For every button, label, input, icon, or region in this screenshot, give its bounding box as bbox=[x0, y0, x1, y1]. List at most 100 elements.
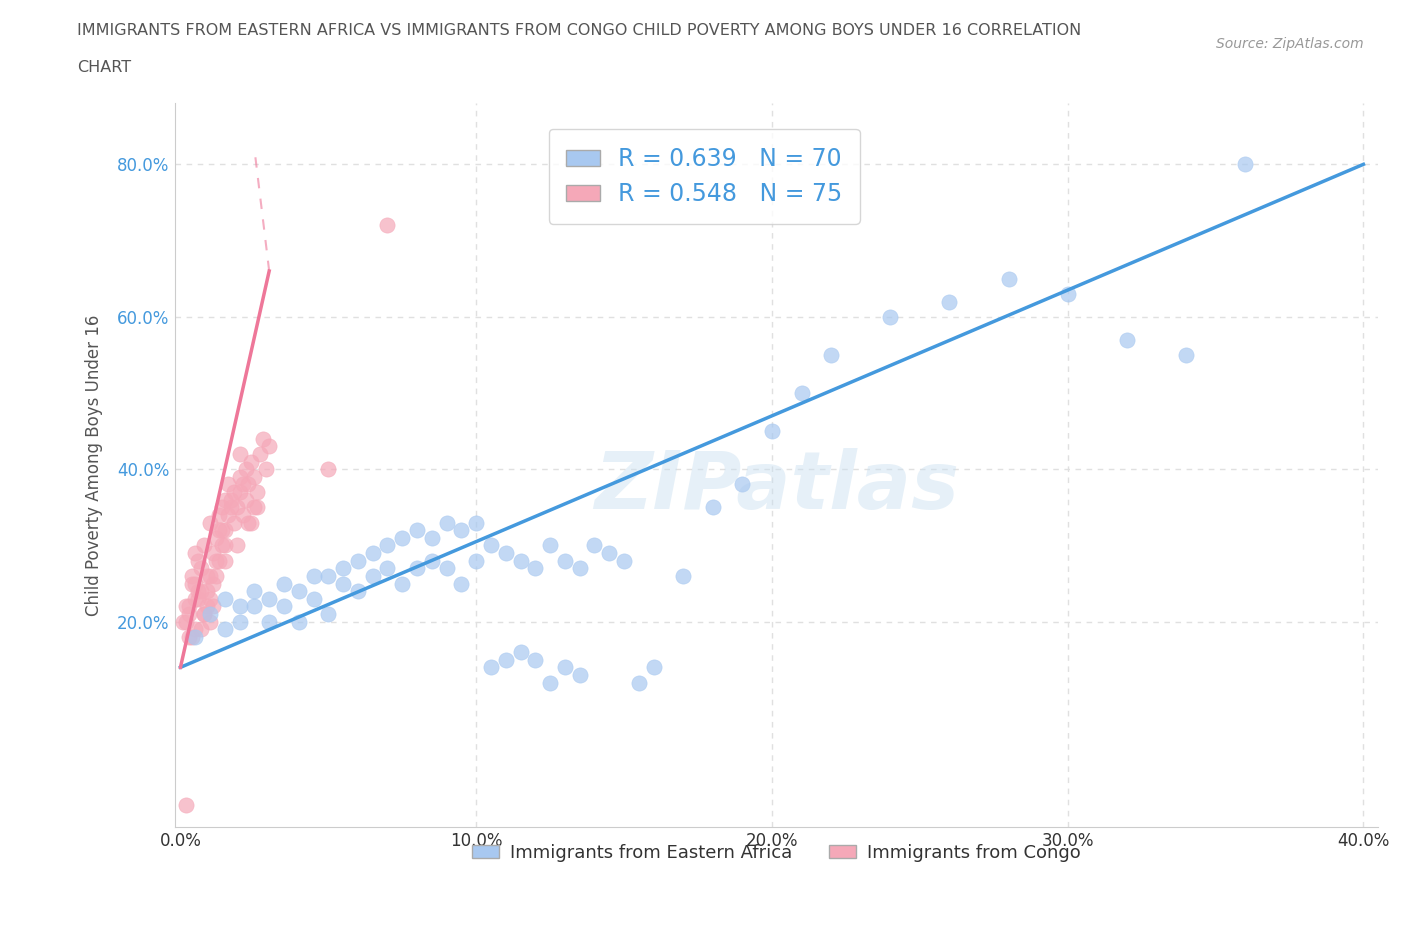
Point bbox=[391, 576, 413, 591]
Point bbox=[190, 584, 212, 599]
Point bbox=[538, 675, 561, 690]
Point bbox=[627, 675, 650, 690]
Point bbox=[524, 652, 547, 667]
Point bbox=[208, 508, 231, 523]
Point bbox=[219, 492, 242, 507]
Point bbox=[246, 499, 269, 514]
Point bbox=[702, 499, 724, 514]
Point bbox=[420, 553, 443, 568]
Point bbox=[1234, 157, 1257, 172]
Point bbox=[228, 485, 250, 499]
Point bbox=[208, 553, 231, 568]
Point bbox=[347, 553, 370, 568]
Point bbox=[436, 561, 458, 576]
Point bbox=[211, 499, 233, 514]
Point bbox=[193, 606, 215, 621]
Point bbox=[184, 591, 207, 606]
Point bbox=[205, 530, 228, 545]
Point bbox=[225, 538, 247, 552]
Point bbox=[347, 584, 370, 599]
Point bbox=[377, 561, 399, 576]
Point bbox=[219, 499, 242, 514]
Point bbox=[217, 508, 239, 523]
Point bbox=[257, 439, 280, 454]
Point bbox=[222, 515, 245, 530]
Point bbox=[228, 614, 250, 629]
Point bbox=[246, 485, 269, 499]
Point bbox=[436, 515, 458, 530]
Point bbox=[211, 523, 233, 538]
Point bbox=[554, 553, 576, 568]
Point bbox=[997, 272, 1019, 286]
Point bbox=[243, 584, 266, 599]
Point bbox=[495, 652, 517, 667]
Point bbox=[406, 523, 429, 538]
Point bbox=[214, 492, 236, 507]
Point bbox=[176, 797, 198, 812]
Point bbox=[1115, 332, 1137, 347]
Point bbox=[214, 622, 236, 637]
Point bbox=[420, 530, 443, 545]
Point bbox=[228, 446, 250, 461]
Point bbox=[176, 614, 198, 629]
Point bbox=[214, 553, 236, 568]
Point bbox=[184, 546, 207, 561]
Point bbox=[198, 606, 221, 621]
Point bbox=[583, 538, 606, 552]
Point bbox=[179, 606, 201, 621]
Point bbox=[450, 576, 472, 591]
Point bbox=[184, 576, 207, 591]
Point bbox=[509, 644, 531, 659]
Point bbox=[302, 591, 325, 606]
Point bbox=[479, 538, 502, 552]
Point bbox=[243, 470, 266, 485]
Point bbox=[249, 446, 271, 461]
Point bbox=[761, 424, 783, 439]
Point bbox=[195, 599, 218, 614]
Point bbox=[222, 485, 245, 499]
Point bbox=[495, 546, 517, 561]
Point bbox=[201, 599, 224, 614]
Point bbox=[318, 462, 340, 477]
Point bbox=[187, 591, 209, 606]
Point bbox=[181, 568, 204, 583]
Point bbox=[509, 553, 531, 568]
Point bbox=[201, 546, 224, 561]
Point bbox=[195, 568, 218, 583]
Point bbox=[217, 477, 239, 492]
Point bbox=[598, 546, 620, 561]
Point bbox=[731, 477, 754, 492]
Point bbox=[190, 622, 212, 637]
Point bbox=[181, 576, 204, 591]
Point bbox=[257, 591, 280, 606]
Point bbox=[193, 538, 215, 552]
Point bbox=[214, 538, 236, 552]
Point bbox=[361, 568, 384, 583]
Point bbox=[225, 499, 247, 514]
Point bbox=[252, 432, 274, 446]
Point bbox=[332, 576, 354, 591]
Point bbox=[238, 515, 260, 530]
Point bbox=[790, 386, 813, 401]
Point bbox=[208, 523, 231, 538]
Point bbox=[187, 553, 209, 568]
Point bbox=[198, 568, 221, 583]
Text: ZIPatlas: ZIPatlas bbox=[593, 448, 959, 526]
Point bbox=[1056, 286, 1078, 301]
Point bbox=[198, 515, 221, 530]
Point bbox=[205, 553, 228, 568]
Point bbox=[190, 561, 212, 576]
Point bbox=[302, 568, 325, 583]
Point bbox=[254, 462, 277, 477]
Point bbox=[524, 561, 547, 576]
Point bbox=[187, 584, 209, 599]
Point bbox=[672, 568, 695, 583]
Point bbox=[1175, 348, 1198, 363]
Point bbox=[538, 538, 561, 552]
Point bbox=[257, 614, 280, 629]
Point bbox=[172, 614, 194, 629]
Point bbox=[406, 561, 429, 576]
Point bbox=[643, 660, 665, 675]
Point bbox=[568, 668, 591, 683]
Point bbox=[287, 584, 309, 599]
